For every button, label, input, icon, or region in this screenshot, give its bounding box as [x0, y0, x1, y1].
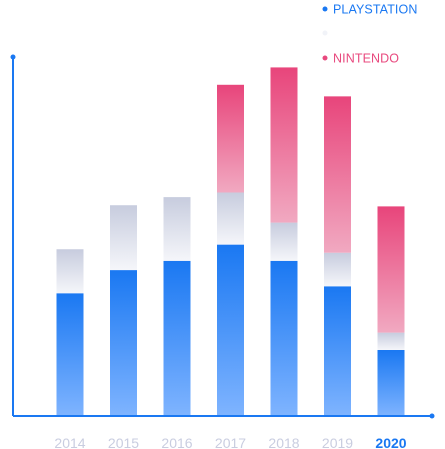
- bar-nintendo-2020[interactable]: [377, 206, 405, 333]
- bar-middle-2015[interactable]: [110, 205, 137, 271]
- bar-playstation-2019[interactable]: [324, 286, 351, 416]
- legend-label-nintendo[interactable]: NINTENDO: [333, 52, 399, 66]
- bar-middle-2014[interactable]: [56, 249, 84, 294]
- x-tick-label-2018: 2018: [268, 435, 299, 449]
- legend-dot-middle[interactable]: [322, 30, 328, 36]
- bar-middle-2018[interactable]: [270, 222, 298, 261]
- legend-dot-nintendo[interactable]: [322, 55, 328, 61]
- x-axis-end-dot: [429, 413, 435, 419]
- bar-playstation-2020[interactable]: [377, 349, 405, 416]
- bar-middle-2017[interactable]: [217, 192, 244, 245]
- x-tick-label-2016: 2016: [161, 435, 192, 449]
- bar-nintendo-2018[interactable]: [270, 67, 298, 223]
- x-tick-label-2015: 2015: [108, 435, 139, 449]
- bar-playstation-2016[interactable]: [163, 260, 191, 416]
- x-tick-label-2020: 2020: [375, 435, 406, 449]
- bar-playstation-2014[interactable]: [56, 293, 84, 416]
- x-tick-label-2014: 2014: [54, 435, 85, 449]
- bar-middle-2016[interactable]: [163, 197, 191, 261]
- bar-middle-2020[interactable]: [377, 332, 405, 350]
- bar-nintendo-2017[interactable]: [217, 84, 244, 193]
- bar-middle-2019[interactable]: [324, 252, 351, 287]
- x-tick-label-2017: 2017: [215, 435, 246, 449]
- x-tick-label-2019: 2019: [322, 435, 353, 449]
- bar-playstation-2015[interactable]: [110, 270, 137, 416]
- bar-playstation-2017[interactable]: [217, 244, 244, 416]
- legend-dot-playstation[interactable]: [322, 6, 328, 12]
- bar-playstation-2018[interactable]: [270, 260, 298, 416]
- legend-label-playstation[interactable]: PLAYSTATION: [333, 3, 417, 17]
- bar-nintendo-2019[interactable]: [324, 96, 351, 253]
- y-axis-end-dot: [10, 54, 16, 60]
